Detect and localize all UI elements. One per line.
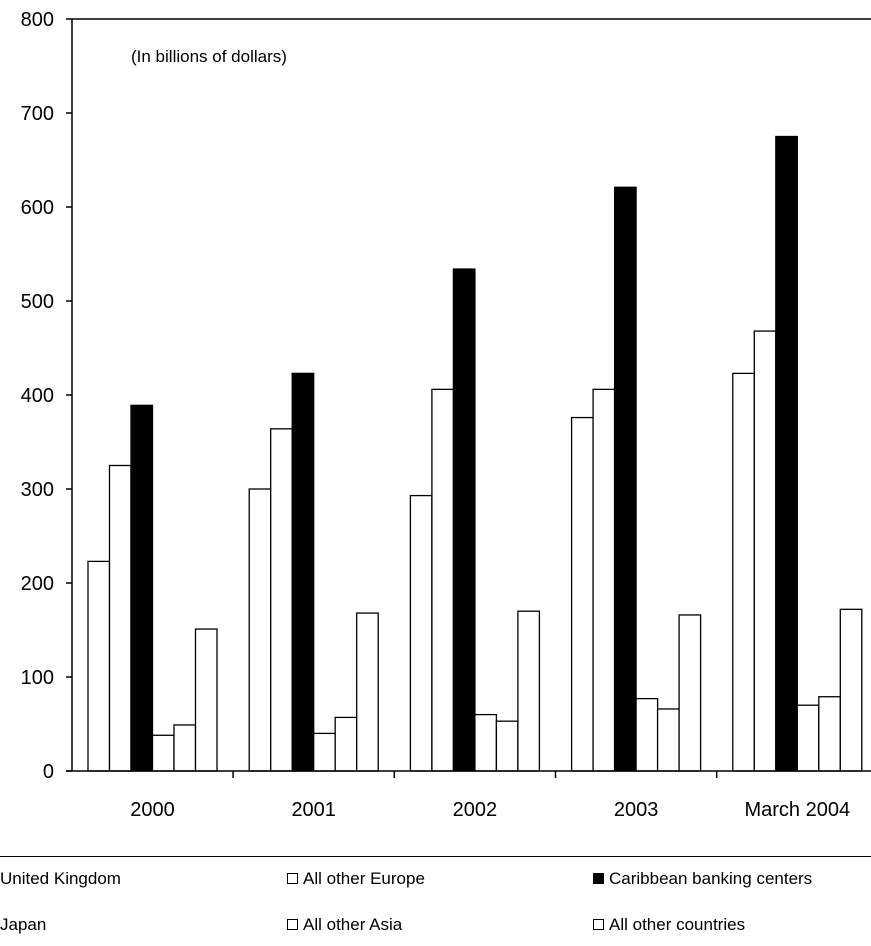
bar [796,704,820,772]
x-tick-label: 2003 [614,799,659,821]
legend-label: All other Europe [303,869,425,888]
bar [678,614,702,772]
legend-swatch [287,873,298,884]
legend-item: All other Asia [287,915,402,935]
bar [635,697,659,772]
legend-item: All other Europe [287,869,425,889]
legend-item: Japan [0,915,46,935]
y-tick-label: 200 [21,573,54,595]
legend-label: Caribbean banking centers [609,869,813,888]
x-tick-label: 2002 [453,799,498,821]
bar [431,388,455,772]
y-tick-label: 0 [43,761,54,783]
chart-subtitle: (In billions of dollars) [131,47,287,66]
bar [613,186,637,772]
bar [839,608,863,772]
bar [818,696,841,772]
y-tick-label: 600 [21,197,54,219]
legend-label: Japan [0,915,47,934]
bar [409,494,433,772]
legend-swatch [287,919,298,930]
bar [495,720,519,772]
x-tick-label: 2001 [291,799,336,821]
x-tick-label: 2000 [130,799,175,821]
bar [775,135,798,772]
bar [248,488,272,772]
bars [87,135,863,772]
bar [130,404,154,772]
bar [108,464,132,772]
bar [87,560,111,772]
bar [270,428,293,772]
y-tick-label: 500 [21,291,54,313]
bar [151,734,175,772]
y-tick-label: 400 [21,385,54,407]
y-tick-label: 800 [21,9,54,31]
legend-label: All other Asia [303,915,403,934]
legend-label: All other countries [609,915,746,934]
bar [452,268,476,772]
legend-item: All other countries [593,915,745,935]
legend: United Kingdom All other Europe Caribbean … [0,856,871,946]
bar [753,330,777,772]
x-axis: 2000 2001 2002 2003 March 2004 [66,770,871,821]
legend-swatch [593,873,604,884]
bar [356,612,379,772]
bar [334,716,358,772]
bar [570,416,594,772]
bar [173,724,197,772]
bar [291,372,315,772]
bar [592,388,616,772]
legend-item: Caribbean banking centers [593,869,812,889]
legend-swatch [593,919,604,930]
y-axis: 0 100 200 300 400 500 600 700 800 [21,9,871,783]
legend-label: United Kingdom [0,869,121,888]
y-tick-label: 700 [21,103,54,125]
bar [732,372,755,772]
x-tick-label: March 2004 [744,799,850,821]
bar [517,610,541,772]
y-tick-label: 100 [21,667,54,689]
legend-item: United Kingdom [0,869,121,889]
bar [656,708,680,772]
bar [474,713,498,772]
bar [313,732,336,772]
legend-divider [0,856,871,857]
bar [194,628,218,772]
y-tick-label: 300 [21,479,54,501]
